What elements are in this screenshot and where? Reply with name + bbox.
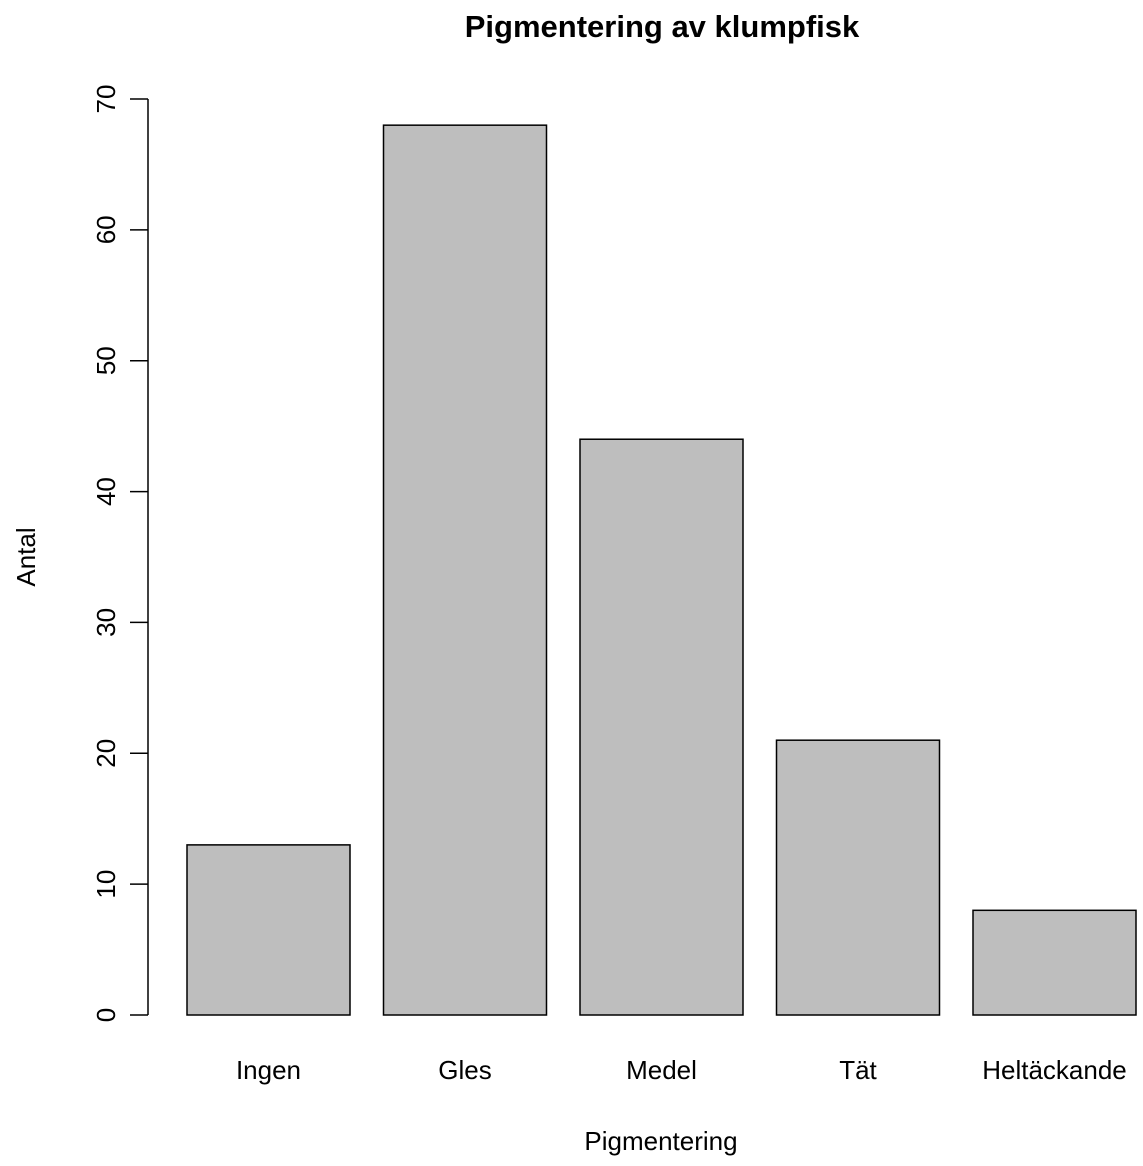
y-tick-label: 50 (91, 346, 121, 375)
bar-medel (579, 438, 744, 1016)
bars-group (186, 124, 1137, 1016)
y-tick-label: 0 (91, 1008, 121, 1022)
bar-ingen (186, 844, 351, 1016)
x-axis-tick-labels: Ingen Gles Medel Tät Heltäckande (236, 1055, 1127, 1085)
y-axis-label: Antal (11, 527, 41, 586)
bar-heltäckande (972, 909, 1137, 1016)
y-axis: 0 10 20 30 40 50 60 70 (91, 85, 149, 1022)
bar-gles (382, 124, 548, 1016)
x-tick-label: Tät (839, 1055, 877, 1085)
bar-tät (775, 739, 941, 1016)
y-tick-label: 70 (91, 85, 121, 114)
x-tick-label: Medel (626, 1055, 697, 1085)
chart-title: Pigmentering av klumpfisk (465, 9, 860, 44)
x-tick-label: Ingen (236, 1055, 301, 1085)
x-tick-label: Heltäckande (982, 1055, 1127, 1085)
y-tick-label: 30 (91, 608, 121, 637)
y-tick-label: 20 (91, 739, 121, 768)
x-axis-label: Pigmentering (584, 1126, 737, 1156)
y-tick-label: 40 (91, 477, 121, 506)
y-tick-label: 60 (91, 215, 121, 244)
x-tick-label: Gles (438, 1055, 491, 1085)
y-tick-label: 10 (91, 870, 121, 899)
